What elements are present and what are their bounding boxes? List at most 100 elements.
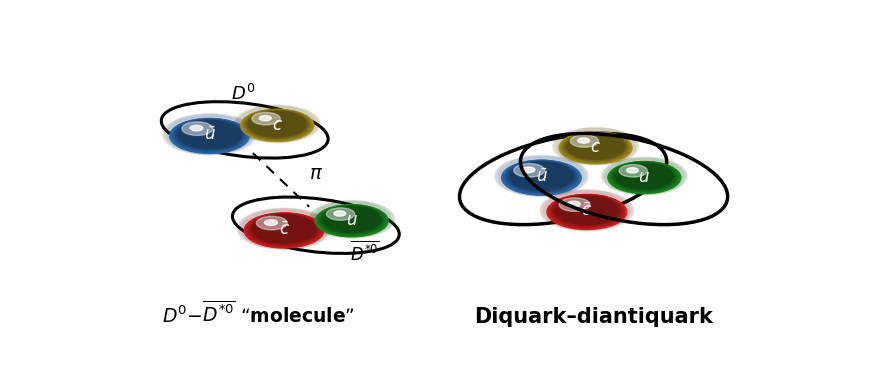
Circle shape	[548, 195, 626, 229]
Circle shape	[309, 200, 394, 238]
Circle shape	[498, 157, 585, 195]
Circle shape	[506, 161, 577, 193]
Circle shape	[550, 195, 624, 228]
Circle shape	[610, 162, 678, 192]
Circle shape	[510, 163, 572, 190]
Circle shape	[547, 194, 627, 229]
Circle shape	[172, 119, 246, 152]
Circle shape	[554, 196, 620, 225]
Circle shape	[616, 164, 673, 188]
Circle shape	[614, 163, 675, 190]
Circle shape	[560, 132, 631, 163]
Circle shape	[244, 213, 324, 248]
Circle shape	[318, 205, 385, 235]
Circle shape	[562, 132, 629, 162]
Circle shape	[248, 111, 306, 137]
Circle shape	[265, 220, 278, 225]
Circle shape	[503, 160, 580, 195]
Circle shape	[251, 214, 317, 244]
Circle shape	[559, 198, 590, 211]
Circle shape	[553, 196, 621, 226]
Circle shape	[560, 132, 631, 163]
Circle shape	[502, 160, 581, 195]
Text: $\bar{c}$: $\bar{c}$	[279, 221, 289, 238]
Circle shape	[177, 120, 243, 149]
Circle shape	[613, 163, 676, 191]
Circle shape	[170, 118, 249, 154]
Circle shape	[176, 120, 244, 150]
Circle shape	[504, 161, 579, 194]
Circle shape	[234, 105, 320, 143]
Circle shape	[607, 161, 681, 194]
Circle shape	[554, 128, 637, 164]
Circle shape	[551, 196, 621, 226]
Text: $\bar{u}$: $\bar{u}$	[204, 126, 215, 144]
Circle shape	[248, 214, 320, 245]
Circle shape	[174, 120, 246, 151]
Circle shape	[609, 162, 679, 193]
Circle shape	[175, 120, 245, 151]
Circle shape	[555, 197, 619, 224]
Circle shape	[567, 201, 580, 207]
Circle shape	[317, 205, 386, 235]
Circle shape	[564, 133, 628, 161]
Circle shape	[556, 197, 618, 224]
Circle shape	[253, 215, 316, 243]
Circle shape	[565, 133, 626, 160]
Circle shape	[326, 208, 355, 220]
Circle shape	[243, 110, 311, 140]
Circle shape	[171, 119, 247, 152]
Circle shape	[237, 208, 330, 249]
Text: Diquark–diantiquark: Diquark–diantiquark	[474, 307, 713, 327]
Text: $u$: $u$	[639, 168, 650, 186]
Text: $\bar{c}$: $\bar{c}$	[581, 202, 593, 220]
Circle shape	[509, 162, 574, 191]
Circle shape	[240, 210, 328, 248]
Circle shape	[246, 111, 308, 138]
Circle shape	[522, 167, 535, 173]
Text: $\pi$: $\pi$	[309, 164, 323, 183]
Text: $D^0$: $D^0$	[231, 84, 255, 104]
Circle shape	[552, 196, 621, 226]
Circle shape	[508, 162, 575, 191]
Circle shape	[334, 211, 346, 216]
Circle shape	[540, 190, 634, 231]
Text: $u$: $u$	[346, 211, 357, 229]
Circle shape	[544, 191, 630, 229]
Circle shape	[570, 135, 599, 147]
Circle shape	[312, 202, 392, 237]
Circle shape	[567, 134, 624, 159]
Circle shape	[552, 127, 638, 165]
Circle shape	[249, 111, 306, 136]
Circle shape	[247, 214, 321, 246]
Circle shape	[578, 138, 590, 143]
Circle shape	[245, 213, 323, 247]
Circle shape	[323, 207, 381, 232]
Circle shape	[601, 157, 687, 195]
Circle shape	[506, 161, 576, 192]
Circle shape	[542, 190, 632, 230]
Circle shape	[556, 129, 635, 164]
Circle shape	[252, 215, 316, 243]
Circle shape	[321, 206, 382, 233]
Circle shape	[256, 216, 288, 230]
Circle shape	[608, 162, 680, 193]
Circle shape	[163, 114, 256, 155]
Circle shape	[619, 164, 648, 177]
Circle shape	[507, 162, 576, 192]
Circle shape	[514, 164, 545, 177]
Circle shape	[321, 206, 383, 234]
Circle shape	[496, 156, 586, 196]
Circle shape	[246, 214, 322, 247]
Circle shape	[246, 111, 309, 139]
Circle shape	[611, 162, 678, 192]
Circle shape	[246, 213, 323, 247]
Circle shape	[316, 205, 388, 237]
Circle shape	[503, 161, 579, 194]
Circle shape	[177, 120, 241, 149]
Circle shape	[244, 110, 311, 140]
Circle shape	[239, 209, 329, 249]
Circle shape	[319, 205, 385, 235]
Circle shape	[551, 195, 622, 227]
Circle shape	[561, 132, 630, 163]
